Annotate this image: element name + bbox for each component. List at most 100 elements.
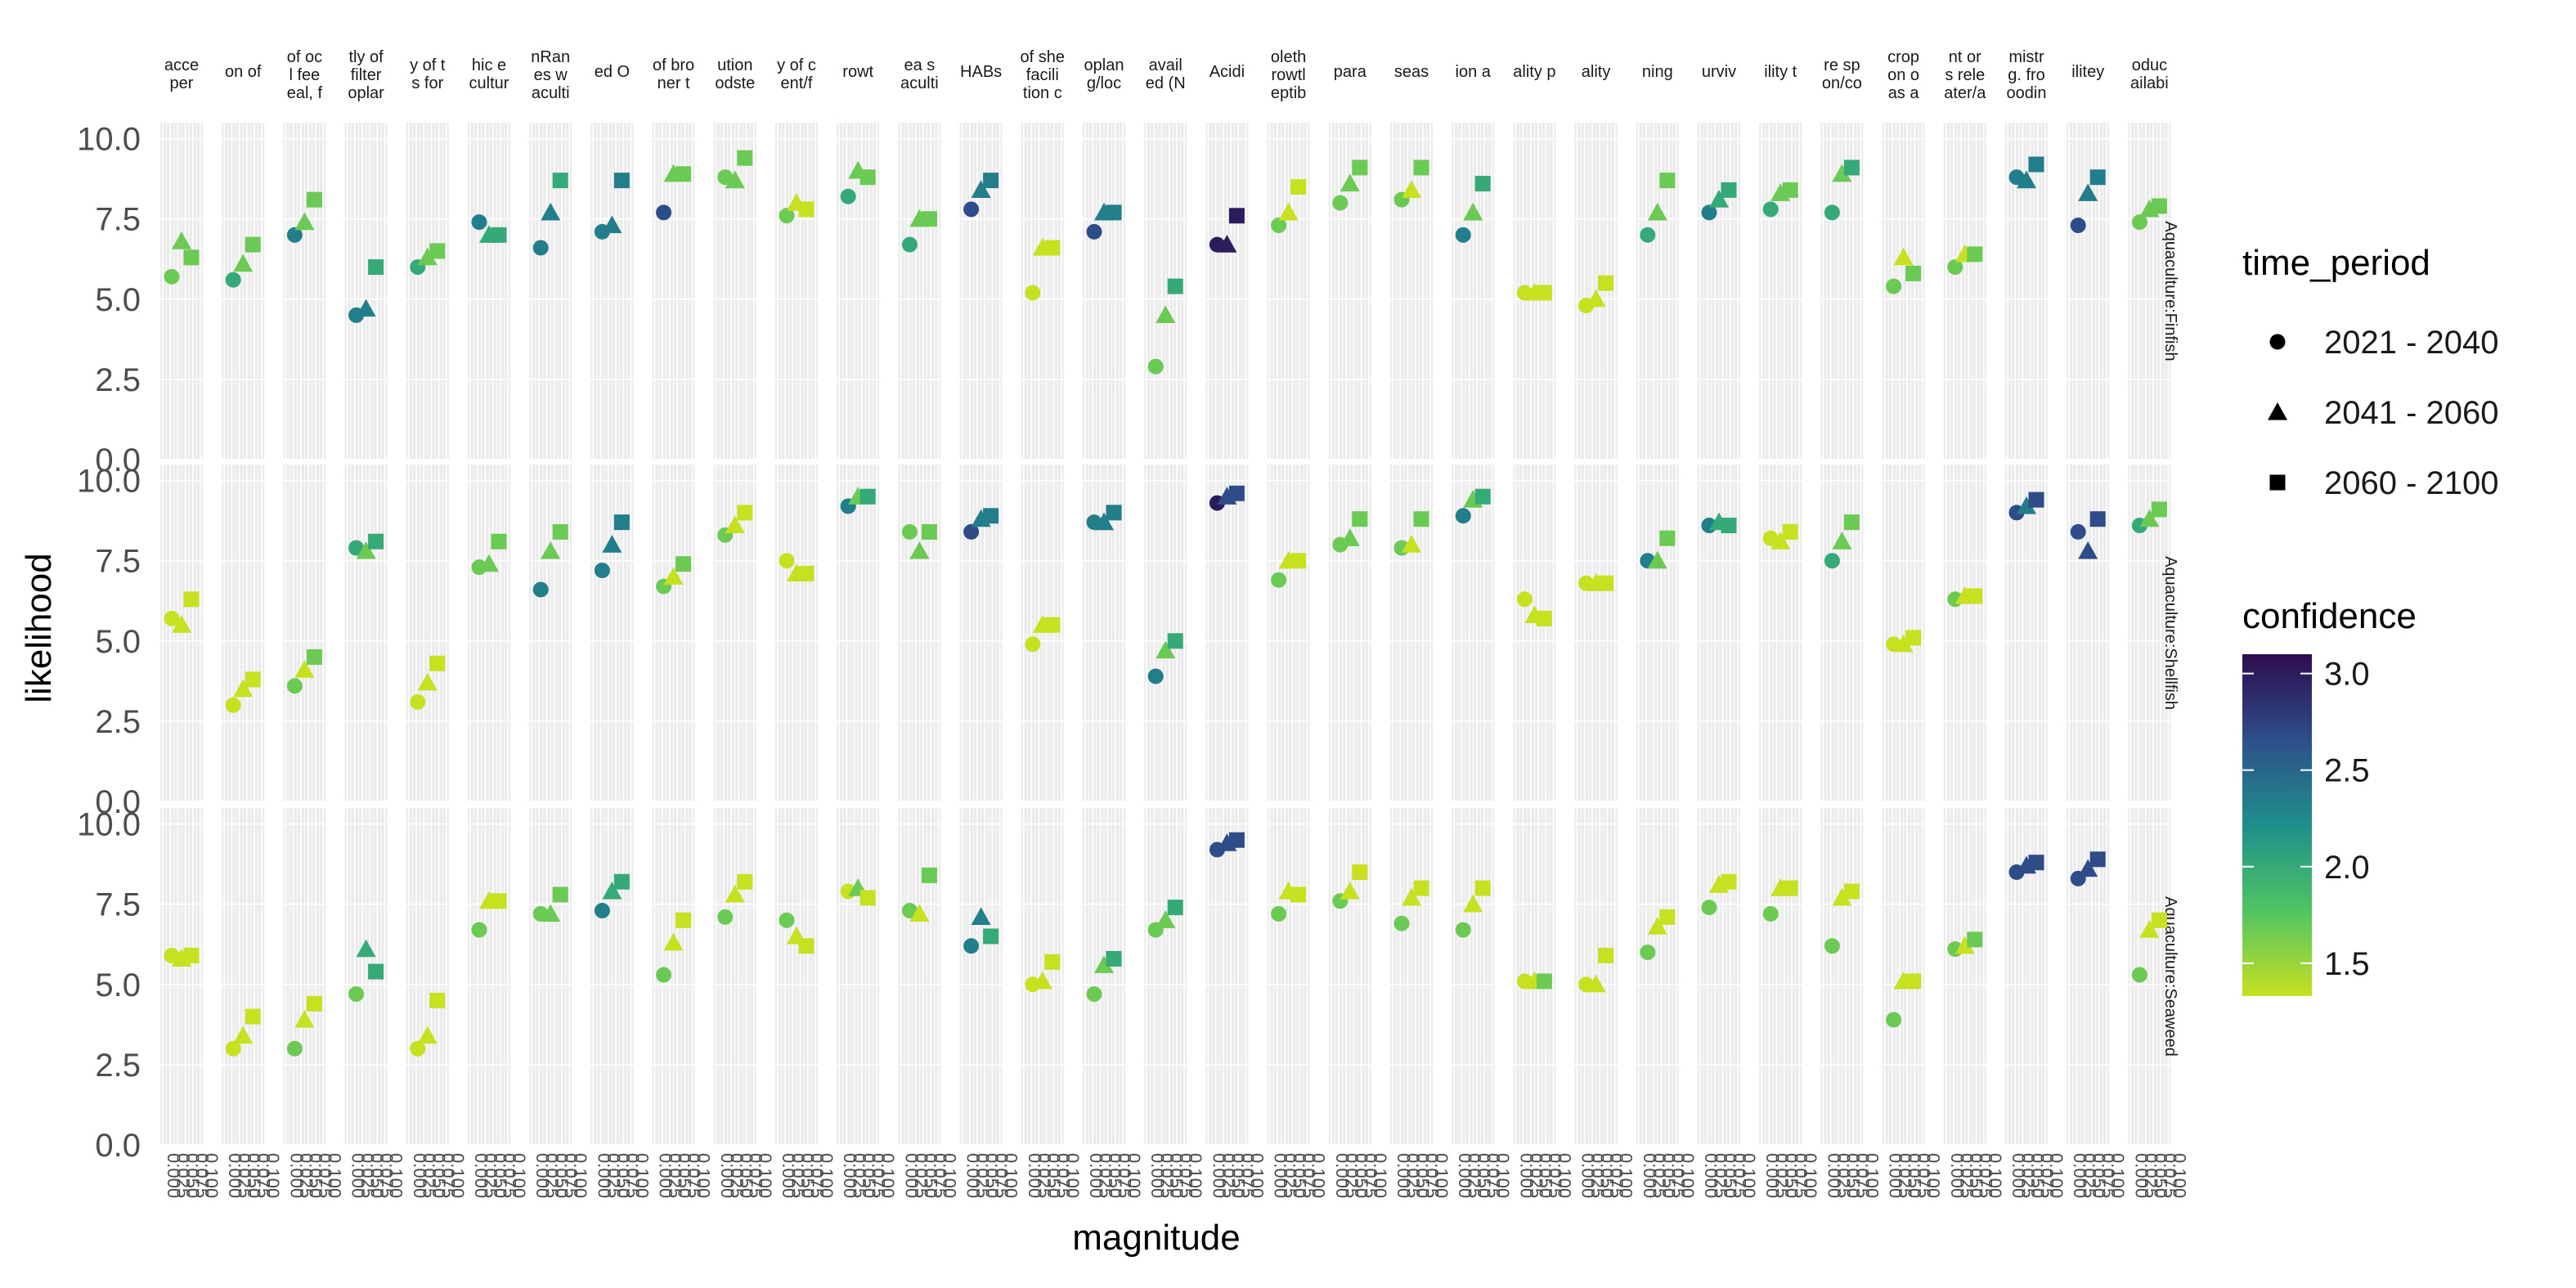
legend-shape-label: 2060 - 2100 xyxy=(2324,465,2499,501)
x-tick-label: 0.050 xyxy=(675,1153,695,1198)
facet-row-label: Aquaculture:Finfish xyxy=(2161,221,2179,361)
x-tick-label: 0.100 xyxy=(2169,1153,2189,1198)
point-2021-2040 xyxy=(779,208,795,224)
x-tick-label: 0.050 xyxy=(1227,1153,1248,1198)
point-2060-2100 xyxy=(245,1008,261,1025)
legend-shape-title: time_period xyxy=(2242,243,2430,283)
point-2021-2040 xyxy=(656,967,672,983)
x-tick-label: 0.050 xyxy=(2150,1153,2170,1198)
point-2060-2100 xyxy=(1352,864,1368,880)
facet-column-label: seas xyxy=(1394,63,1429,81)
x-tick-label: 0.025 xyxy=(1034,1153,1054,1198)
x-tick-label: 0.025 xyxy=(1833,1153,1854,1198)
point-2041-2060 xyxy=(1832,887,1852,906)
facet-column-label: ality p xyxy=(1513,63,1555,81)
x-tick-label: 0.025 xyxy=(1956,1153,1977,1198)
point-2060-2100 xyxy=(183,249,200,266)
point-2041-2060 xyxy=(725,170,745,189)
facet-column-label: of she facili tion c xyxy=(1021,48,1065,102)
x-tick-label: 0.000 xyxy=(594,1153,614,1198)
point-2041-2060 xyxy=(1278,202,1299,221)
point-2060-2100 xyxy=(1659,530,1676,546)
x-tick-label: 0.075 xyxy=(1975,1153,1995,1198)
point-2041-2060 xyxy=(172,231,191,249)
point-2060-2100 xyxy=(859,488,876,505)
point-2041-2060 xyxy=(233,679,254,698)
x-tick-label: 0.075 xyxy=(745,1153,765,1198)
point-2041-2060 xyxy=(1340,528,1360,546)
x-tick-label: 0.000 xyxy=(656,1153,676,1198)
x-tick-label: 0.050 xyxy=(613,1153,633,1198)
point-2041-2060 xyxy=(725,884,745,903)
x-tick-label: 0.075 xyxy=(1115,1153,1135,1198)
facet-row-strips: Aquaculture:Finfish Aquaculture:Shellfish… xyxy=(2161,221,2179,1056)
x-tick-label: 0.050 xyxy=(1781,1153,1802,1198)
point-2060-2100 xyxy=(2089,169,2106,186)
x-tick-label: 0.075 xyxy=(561,1153,581,1198)
point-2060-2100 xyxy=(2028,491,2044,508)
point-2060-2100 xyxy=(613,873,630,890)
x-tick-label: 0.100 xyxy=(816,1153,837,1198)
y-tick-label: 7.5 xyxy=(95,544,141,580)
point-2041-2060 xyxy=(1586,974,1606,993)
x-tick-label: 0.100 xyxy=(1370,1153,1390,1198)
x-tick-label: 0.000 xyxy=(1147,1153,1168,1198)
point-2060-2100 xyxy=(1721,873,1737,890)
x-tick-label: 0.100 xyxy=(1861,1153,1882,1198)
point-2060-2100 xyxy=(1905,630,1922,646)
x-tick-label: 0.050 xyxy=(920,1153,940,1198)
point-2060-2100 xyxy=(798,565,815,581)
x-tick-label: 0.025 xyxy=(1895,1153,1915,1198)
point-2021-2040 xyxy=(225,697,241,713)
x-tick-label: 0.050 xyxy=(244,1153,264,1198)
x-tick-label: 0.075 xyxy=(1299,1153,1319,1198)
point-2021-2040 xyxy=(1886,1012,1902,1028)
point-2041-2060 xyxy=(294,660,315,678)
x-tick-label: 0.000 xyxy=(410,1153,430,1198)
point-2021-2040 xyxy=(1762,905,1779,922)
point-2060-2100 xyxy=(491,533,507,550)
x-tick-label: 0.025 xyxy=(1587,1153,1608,1198)
x-tick-label: 0.075 xyxy=(1730,1153,1750,1198)
x-tick-label: 0.075 xyxy=(1483,1153,1504,1198)
x-tick-label: 0.050 xyxy=(1043,1153,1064,1198)
point-2021-2040 xyxy=(225,1040,241,1057)
x-tick-label: 0.050 xyxy=(859,1153,879,1198)
point-2060-2100 xyxy=(613,514,630,531)
point-2060-2100 xyxy=(306,648,322,665)
x-tick-label: 0.100 xyxy=(201,1153,222,1198)
point-2060-2100 xyxy=(1536,973,1552,990)
point-2060-2100 xyxy=(675,166,692,182)
x-tick-label: 0.050 xyxy=(1105,1153,1125,1198)
point-2021-2040 xyxy=(1147,668,1164,684)
point-2041-2060 xyxy=(417,672,438,691)
point-2060-2100 xyxy=(1905,973,1922,990)
point-2041-2060 xyxy=(1647,202,1667,221)
x-tick-label: 0.050 xyxy=(1351,1153,1371,1198)
facet-column-label: nRan es w aculti xyxy=(531,48,570,102)
x-tick-label: 0.025 xyxy=(481,1153,501,1198)
x-tick-label: 0.100 xyxy=(1677,1153,1698,1198)
point-2021-2040 xyxy=(2070,218,2086,234)
point-2041-2060 xyxy=(1893,247,1914,266)
point-2060-2100 xyxy=(1905,265,1922,281)
point-2021-2040 xyxy=(1516,591,1533,608)
point-2041-2060 xyxy=(1954,936,1975,954)
x-tick-label: 0.025 xyxy=(972,1153,993,1198)
x-tick-label: 0.025 xyxy=(173,1153,194,1198)
facet-column-label: ea s aculti xyxy=(900,56,939,92)
x-tick-label: 0.075 xyxy=(2098,1153,2119,1198)
colorbar-tick-label: 2.5 xyxy=(2324,753,2370,789)
x-tick-label: 0.075 xyxy=(1852,1153,1873,1198)
facet-column-label: ility t xyxy=(1764,63,1797,81)
facet-column-label: acce per xyxy=(164,56,199,92)
point-2041-2060 xyxy=(2139,509,2160,527)
point-2060-2100 xyxy=(2028,156,2044,173)
x-tick-label: 0.100 xyxy=(1431,1153,1452,1198)
point-2041-2060 xyxy=(356,541,376,559)
x-tick-label: 0.025 xyxy=(2080,1153,2100,1198)
point-2041-2060 xyxy=(1156,305,1176,324)
point-2060-2100 xyxy=(429,243,446,259)
x-tick-label: 0.100 xyxy=(1923,1153,1944,1198)
